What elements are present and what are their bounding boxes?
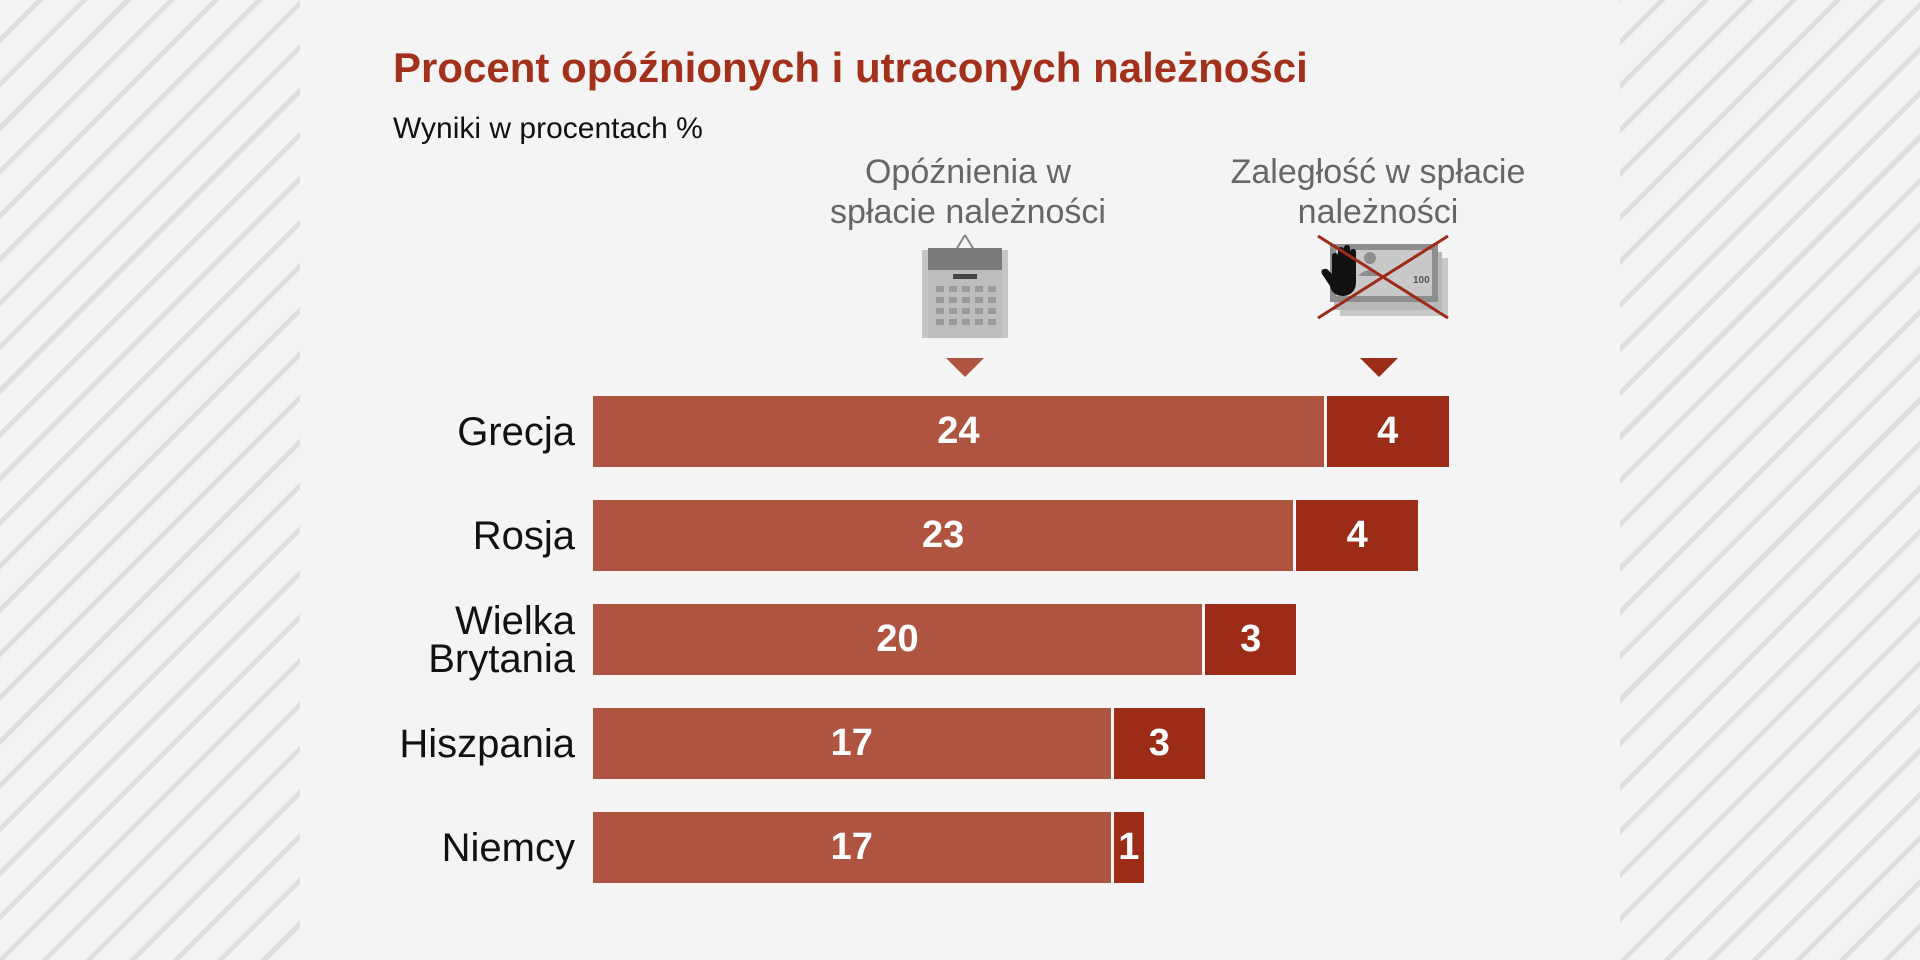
category-label-line: Brytania bbox=[428, 636, 575, 681]
bar-value-label: 17 bbox=[830, 722, 873, 764]
bar-arrears bbox=[1113, 708, 1205, 779]
bar-value-label: 4 bbox=[1377, 410, 1399, 452]
category-label-line: Hiszpania bbox=[399, 721, 575, 766]
legend-arrears-arrow bbox=[1360, 358, 1398, 377]
legend-arrears-line-1: Zaległość w spłacie bbox=[1230, 153, 1526, 191]
bar-arrears bbox=[1113, 812, 1145, 883]
legend-delays-label: Opóźnienia w spłacie należności bbox=[758, 152, 1178, 232]
category-label-line: Grecja bbox=[457, 409, 575, 454]
bar-value-label: 23 bbox=[922, 514, 965, 556]
bar-value-label: 4 bbox=[1346, 514, 1368, 556]
category-label: Niemcy bbox=[335, 825, 575, 870]
bar-value-label: 3 bbox=[1148, 722, 1170, 764]
category-label-line: Rosja bbox=[472, 513, 575, 558]
category-label: Grecja bbox=[335, 409, 575, 454]
calendar-icon bbox=[922, 234, 1008, 338]
chart-subtitle: Wyniki w procentach % bbox=[393, 112, 703, 145]
category-label-line: Wielka bbox=[454, 598, 575, 643]
category-label-line: Niemcy bbox=[441, 825, 575, 870]
legend-delays-arrow bbox=[946, 358, 984, 377]
bar-delays bbox=[593, 604, 1202, 675]
bar-delays bbox=[593, 396, 1324, 467]
bar-delays bbox=[593, 812, 1111, 883]
legend-delays-line-2: spłacie należności bbox=[830, 193, 1106, 231]
chart-title: Procent opóźnionych i utraconych należno… bbox=[393, 44, 1308, 91]
legend-arrears-line-2: należności bbox=[1297, 193, 1459, 231]
category-label: Hiszpania bbox=[335, 721, 575, 766]
bar-value-label: 3 bbox=[1240, 618, 1262, 660]
bar-arrears bbox=[1296, 500, 1419, 571]
bar-delays bbox=[593, 500, 1294, 571]
blocked-payment-icon: 100 bbox=[1317, 234, 1449, 320]
bar-value-label: 17 bbox=[830, 826, 873, 868]
bar-value-label: 24 bbox=[937, 410, 980, 452]
category-label: Wielka Brytania bbox=[335, 598, 575, 681]
bar-delays bbox=[593, 708, 1111, 779]
bar-value-label: 1 bbox=[1118, 826, 1140, 868]
legend-delays-line-1: Opóźnienia w bbox=[864, 153, 1071, 191]
chart-panel bbox=[300, 0, 1620, 960]
category-label: Rosja bbox=[335, 513, 575, 558]
legend-arrears-label: Zaległość w spłacie należności bbox=[1168, 152, 1588, 232]
banknote-value-text: 100 bbox=[1413, 275, 1430, 286]
bar-arrears bbox=[1326, 396, 1449, 467]
bar-arrears bbox=[1205, 604, 1297, 675]
bar-value-label: 20 bbox=[876, 618, 919, 660]
